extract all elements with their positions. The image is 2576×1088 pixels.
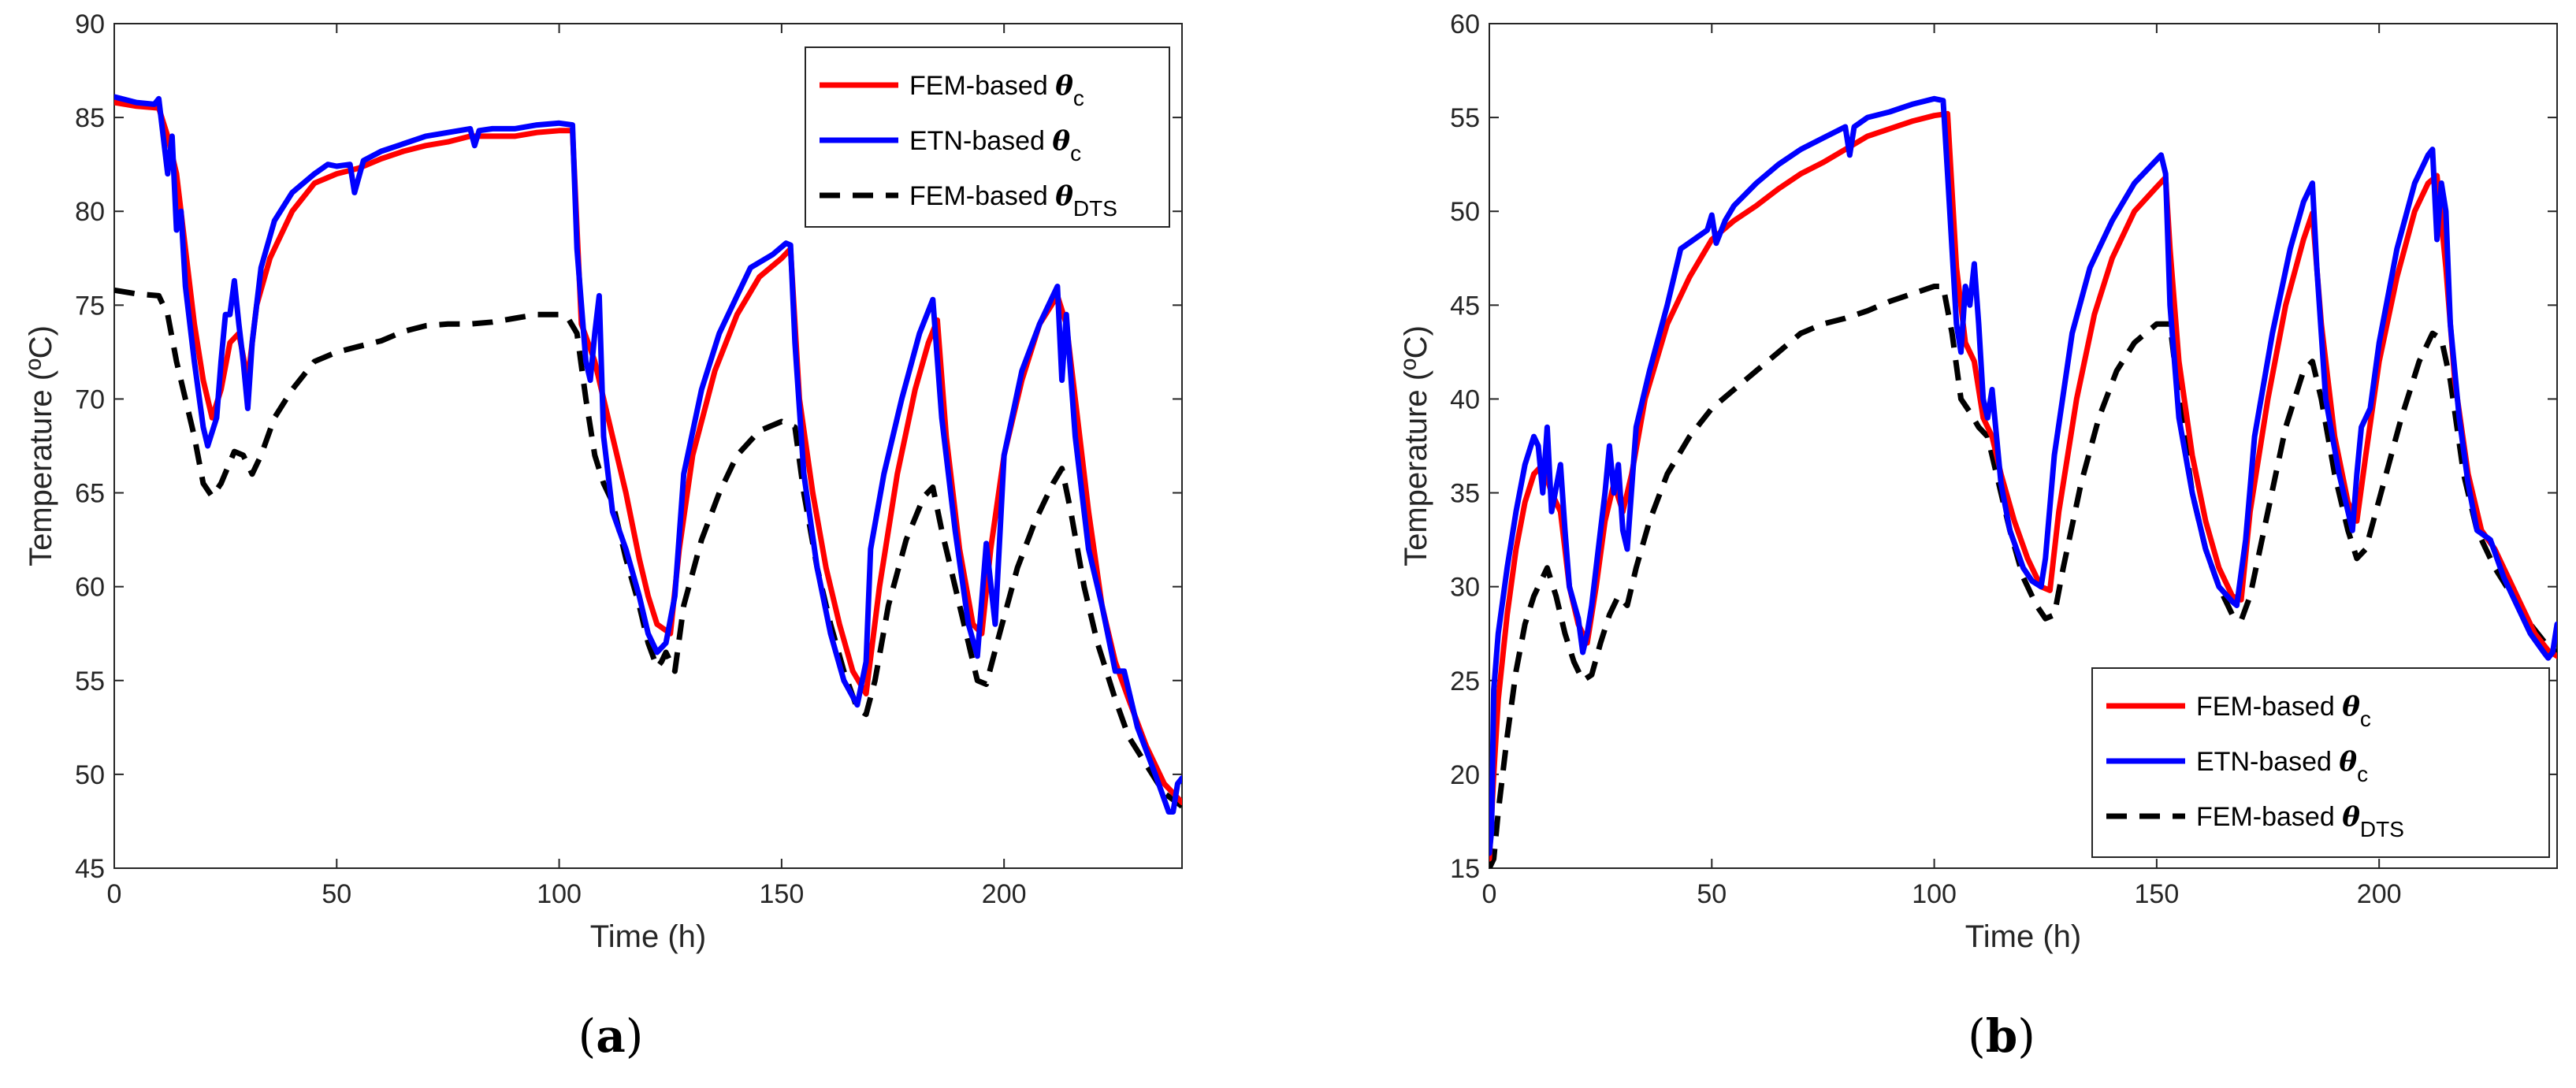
x-tick-label: 100 — [537, 879, 582, 909]
y-tick-label: 75 — [75, 291, 105, 321]
x-tick-label: 50 — [322, 879, 351, 909]
series-line-etn_c — [1489, 95, 2557, 856]
x-axis-label: Time (h) — [1965, 919, 2081, 954]
legend-label: FEM-based θDTS — [2196, 801, 2404, 841]
y-tick-label: 25 — [1450, 667, 1480, 696]
y-tick-label: 90 — [75, 9, 105, 39]
caption-letter: a — [596, 1009, 626, 1063]
caption-close-paren: ) — [626, 1009, 644, 1063]
series-line-etn_c — [114, 94, 1182, 815]
legend-label-text: FEM-based — [2196, 802, 2342, 832]
legend-label-symbol: θ — [1055, 70, 1073, 102]
y-tick-label: 35 — [1450, 479, 1480, 509]
legend-label-subscript: c — [1070, 141, 1081, 165]
x-tick-label: 0 — [107, 879, 122, 909]
legend-label-text: FEM-based — [909, 71, 1055, 101]
legend-label-text: ETN-based — [2196, 747, 2339, 777]
y-tick-label: 55 — [1450, 103, 1480, 133]
y-tick-label: 55 — [75, 667, 105, 696]
y-tick-label: 20 — [1450, 760, 1480, 790]
legend-label-text: FEM-based — [909, 181, 1055, 211]
x-tick-label: 200 — [2357, 879, 2402, 909]
series-line-fem_dts — [114, 287, 1182, 809]
chart-panel-a: 0 50 100 150 200 45 50 55 60 65 70 75 80 85 90 Time (h)… — [24, 9, 1183, 1063]
x-tick-label: 100 — [1912, 879, 1957, 909]
y-axis-label: Temperature (ºC) — [1399, 325, 1433, 566]
legend-label: ETN-based θc — [2196, 746, 2368, 786]
caption-letter: b — [1986, 1009, 2018, 1063]
y-tick-label: 60 — [1450, 9, 1480, 39]
y-tick-label: 50 — [1450, 197, 1480, 227]
legend-label: FEM-based θc — [2196, 691, 2371, 731]
legend-label-subscript: DTS — [2360, 817, 2404, 841]
x-tick-label: 200 — [982, 879, 1027, 909]
y-axis-label: Temperature (ºC) — [24, 325, 58, 566]
legend-label-symbol: θ — [2339, 746, 2357, 778]
legend-label: FEM-based θc — [909, 70, 1084, 110]
legend-label-subscript: c — [2360, 707, 2371, 731]
panel-caption: (b) — [1968, 1009, 2035, 1063]
legend-label-subscript: c — [2357, 762, 2368, 786]
y-tick-label: 45 — [1450, 291, 1480, 321]
x-tick-label: 150 — [760, 879, 805, 909]
legend-label-text: ETN-based — [909, 126, 1052, 156]
legend-label-subscript: c — [1073, 86, 1084, 110]
panel-caption: (a) — [578, 1009, 644, 1063]
y-tick-label: 45 — [75, 854, 105, 884]
series-line-fem_c — [1489, 110, 2557, 862]
y-tick-label: 60 — [75, 573, 105, 603]
legend-label: FEM-based θDTS — [909, 180, 1117, 221]
y-tick-label: 15 — [1450, 854, 1480, 884]
legend-label-symbol: θ — [2342, 801, 2360, 833]
legend-label-text: FEM-based — [2196, 692, 2342, 722]
y-tick-label: 80 — [75, 197, 105, 227]
caption-open-paren: ( — [1968, 1009, 1986, 1063]
x-axis-label: Time (h) — [590, 919, 706, 954]
x-tick-label: 150 — [2135, 879, 2180, 909]
legend-label-symbol: θ — [1055, 180, 1073, 212]
legend-label-symbol: θ — [2342, 691, 2360, 722]
legend-label-symbol: θ — [1052, 125, 1070, 157]
caption-close-paren: ) — [2017, 1009, 2035, 1063]
legend-label: ETN-based θc — [909, 125, 1081, 165]
y-tick-label: 40 — [1450, 384, 1480, 414]
x-tick-label: 50 — [1697, 879, 1727, 909]
y-tick-label: 50 — [75, 760, 105, 790]
caption-open-paren: ( — [578, 1009, 597, 1063]
y-tick-label: 70 — [75, 384, 105, 414]
chart-panel-b: 0 50 100 150 200 15 20 25 30 35 40 45 50 55 60 Time (h)… — [1399, 9, 2558, 1063]
y-tick-label: 30 — [1450, 573, 1480, 603]
y-tick-label: 85 — [75, 103, 105, 133]
y-tick-label: 65 — [75, 479, 105, 509]
legend-label-subscript: DTS — [1073, 196, 1117, 221]
x-tick-label: 0 — [1482, 879, 1497, 909]
